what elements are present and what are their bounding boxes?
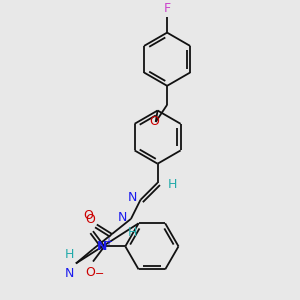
- Text: N: N: [97, 240, 108, 253]
- Text: F: F: [164, 2, 171, 15]
- Text: O: O: [85, 266, 95, 279]
- Text: H: H: [128, 226, 138, 239]
- Text: N: N: [118, 212, 127, 224]
- Text: +: +: [104, 237, 112, 247]
- Text: O: O: [149, 116, 159, 128]
- Text: O: O: [85, 213, 95, 226]
- Text: H: H: [168, 178, 177, 191]
- Text: O: O: [83, 209, 93, 222]
- Text: N: N: [127, 191, 137, 204]
- Text: −: −: [95, 269, 104, 279]
- Text: N: N: [64, 267, 74, 280]
- Text: H: H: [64, 248, 74, 261]
